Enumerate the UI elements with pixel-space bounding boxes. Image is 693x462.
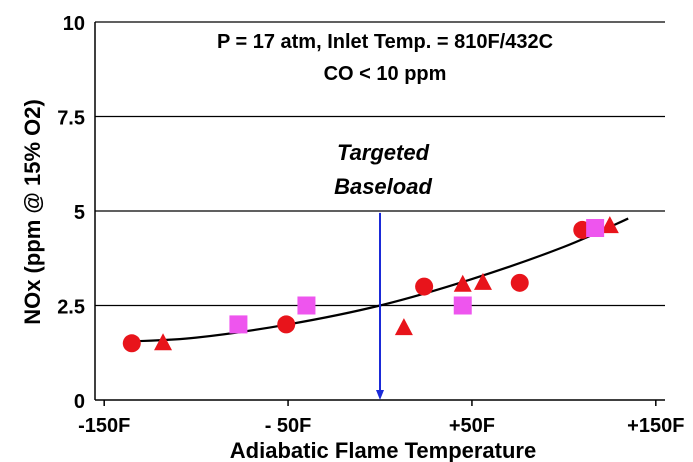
triangle-point-1 [394, 318, 413, 336]
circle-point-2 [415, 277, 434, 296]
baseload-arrowhead [376, 390, 384, 400]
square-point-3 [586, 219, 605, 238]
y-tick-label-0: 0 [74, 391, 85, 413]
y-tick-label-4: 10 [63, 13, 85, 35]
x-tick-label-1: - 50F [265, 415, 312, 437]
x-tick-label-2: +50F [449, 415, 495, 437]
square-point-0 [229, 315, 248, 334]
circle-point-0 [122, 334, 141, 353]
circle-point-1 [277, 315, 296, 334]
triangle-point-4 [600, 216, 619, 234]
circle-point-3 [510, 273, 529, 292]
triangle-point-3 [473, 272, 492, 290]
square-point-2 [453, 296, 472, 315]
y-tick-label-1: 2.5 [57, 297, 85, 319]
triangle-point-0 [154, 333, 173, 351]
annotation-line-2: Baseload [334, 174, 432, 199]
annotation-group [376, 212, 384, 400]
data-points [122, 216, 619, 353]
y-axis-label: NOx (ppm @ 15% O2) [20, 99, 45, 325]
square-point-1 [297, 296, 316, 315]
x-tick-label-0: -150F [78, 415, 130, 437]
y-tick-label-2: 5 [74, 202, 85, 224]
x-tick-label-3: +150F [627, 415, 684, 437]
triangle-point-2 [453, 274, 472, 292]
x-axis-label: Adiabatic Flame Temperature [230, 438, 536, 462]
y-tick-label-3: 7.5 [57, 108, 85, 130]
chart-title-line-1: P = 17 atm, Inlet Temp. = 810F/432C [217, 31, 553, 53]
annotation-line-1: Targeted [337, 140, 430, 165]
chart-title-line-2: CO < 10 ppm [324, 63, 447, 85]
